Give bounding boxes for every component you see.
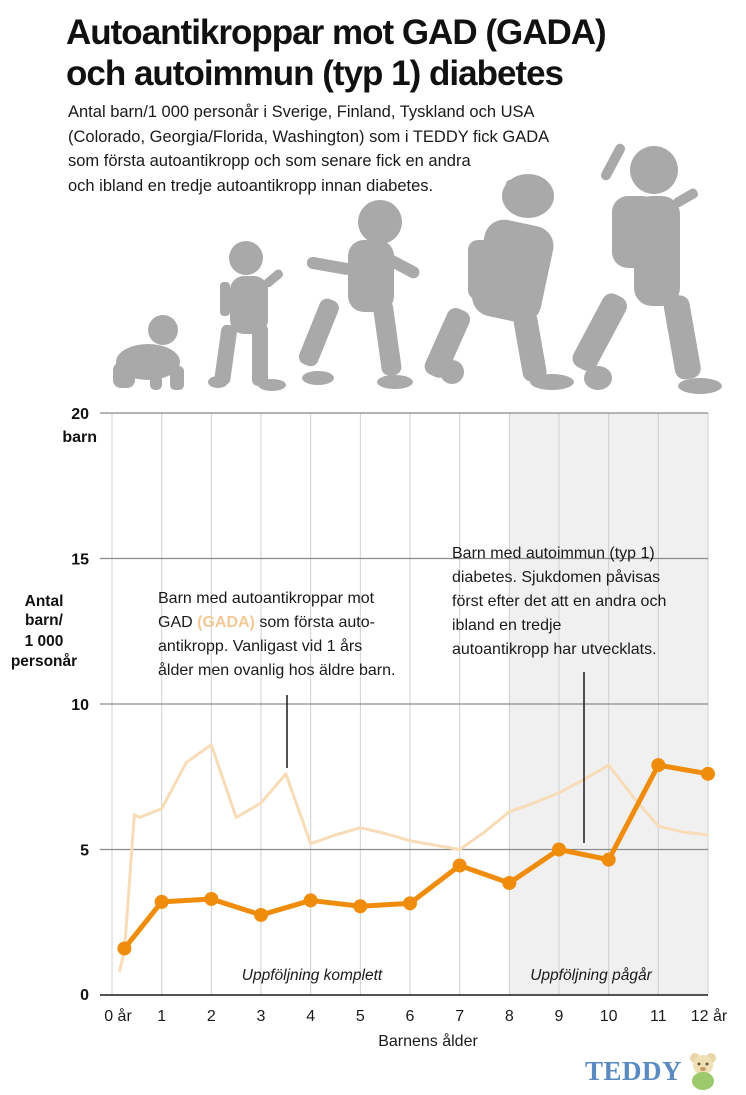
teenage-girl-silhouette <box>572 143 722 394</box>
subtitle-line-2: (Colorado, Georgia/Florida, Washington) … <box>68 127 550 146</box>
y-axis-title-line-4: personår <box>11 653 77 670</box>
gada-annotation-gada-highlight: (GADA) <box>197 614 255 631</box>
gada-series-line <box>117 743 709 973</box>
y-tick-label: 5 <box>80 843 89 860</box>
x-tick-label: 7 <box>455 1008 464 1025</box>
gada-annotation-line-3: antikropp. Vanligast vid 1 års <box>158 637 362 655</box>
toddler-silhouette <box>208 241 286 391</box>
diabetes-point <box>353 899 368 914</box>
gada-annotation-line-2: GAD (GADA) som första auto- <box>158 614 375 631</box>
x-tick-label: 11 <box>650 1008 667 1025</box>
diabetes-point <box>154 894 169 909</box>
subtitle-line-4: och ibland en tredje autoantikropp innan… <box>68 176 434 195</box>
x-tick-labels: 0 år 1 2 3 4 5 6 7 8 9 10 11 12 år <box>104 1007 728 1025</box>
y-axis-title: Antal barn/ 1 000 personår <box>11 593 77 670</box>
diabetes-point <box>701 766 715 781</box>
gada-annotation-gad: GAD <box>158 614 193 631</box>
gada-annotation-line-4: ålder men ovanlig hos äldre barn. <box>158 661 395 679</box>
x-tick-label: 5 <box>356 1008 365 1025</box>
y-top-unit-label: barn <box>62 429 97 446</box>
child-running-silhouette <box>298 200 420 389</box>
y-axis-title-line-1: Antal <box>25 593 64 610</box>
diabetes-point <box>601 852 616 867</box>
x-tick-label: 6 <box>406 1008 415 1025</box>
x-axis-title: Barnens ålder <box>378 1032 478 1050</box>
title-line-1: Autoantikroppar mot GAD (GADA) <box>66 13 607 52</box>
diabetes-point <box>552 842 566 857</box>
y-axis-title-line-3: 1 000 <box>25 633 64 650</box>
x-tick-label: 8 <box>505 1008 514 1025</box>
gada-annotation: Barn med autoantikroppar mot GAD (GADA) … <box>158 590 395 679</box>
school-child-silhouette <box>424 174 574 390</box>
diabetes-annotation: Barn med autoimmun (typ 1) diabetes. Sju… <box>452 545 666 658</box>
diabetes-series-points <box>117 758 715 956</box>
followup-complete-label: Uppföljning komplett <box>242 967 383 984</box>
diabetes-point <box>452 858 467 873</box>
diabetes-point <box>254 907 268 922</box>
x-tick-label: 10 <box>600 1008 618 1025</box>
diabetes-annotation-line-5: autoantikropp har utvecklats. <box>452 641 657 658</box>
y-tick-label: 20 <box>71 406 89 423</box>
subtitle-line-3: som första autoantikropp och som senare … <box>68 152 471 170</box>
x-tick-label: 4 <box>306 1008 315 1025</box>
x-tick-label: 3 <box>257 1008 266 1025</box>
x-tick-label: 12 år <box>691 1007 728 1025</box>
diabetes-point <box>502 875 517 890</box>
x-tick-label: 9 <box>555 1008 564 1025</box>
y-tick-label: 0 <box>80 987 89 1004</box>
y-tick-label: 10 <box>71 697 89 714</box>
gada-annotation-first: som första auto- <box>259 614 375 631</box>
chart-title: Autoantikroppar mot GAD (GADA) och autoi… <box>66 12 607 94</box>
diabetes-annotation-line-3: först efter det att en andra och <box>452 593 666 610</box>
y-axis-title-line-2: barn/ <box>25 612 64 629</box>
title-line-2: och autoimmun (typ 1) diabetes <box>66 54 564 93</box>
teddy-logo-text: TEDDY <box>585 1056 683 1086</box>
followup-ongoing-label: Uppföljning pågår <box>530 967 652 984</box>
y-tick-labels: 0 5 10 15 20 <box>71 406 89 1004</box>
x-tick-label: 2 <box>207 1008 216 1025</box>
diabetes-point <box>117 941 132 956</box>
children-growth-illustration <box>113 143 722 394</box>
horizontal-gridlines <box>100 412 708 996</box>
teddy-bear-icon <box>690 1053 716 1090</box>
gada-annotation-line-1: Barn med autoantikroppar mot <box>158 590 375 607</box>
y-tick-label: 15 <box>71 552 89 569</box>
chart-subtitle: Antal barn/1 000 personår i Sverige, Fin… <box>68 100 668 198</box>
x-tick-label: 0 år <box>104 1007 132 1025</box>
diabetes-annotation-line-4: ibland en tredje <box>452 617 562 634</box>
subtitle-line-1: Antal barn/1 000 personår i Sverige, Fin… <box>68 103 535 121</box>
diabetes-point <box>651 758 666 773</box>
diabetes-annotation-line-2: diabetes. Sjukdomen påvisas <box>452 568 660 586</box>
diabetes-point <box>204 891 219 906</box>
diabetes-annotation-line-1: Barn med autoimmun (typ 1) <box>452 545 655 562</box>
x-tick-label: 1 <box>157 1008 166 1025</box>
diabetes-point <box>303 893 318 908</box>
diabetes-point <box>403 896 417 911</box>
crawling-baby-silhouette <box>113 315 184 390</box>
